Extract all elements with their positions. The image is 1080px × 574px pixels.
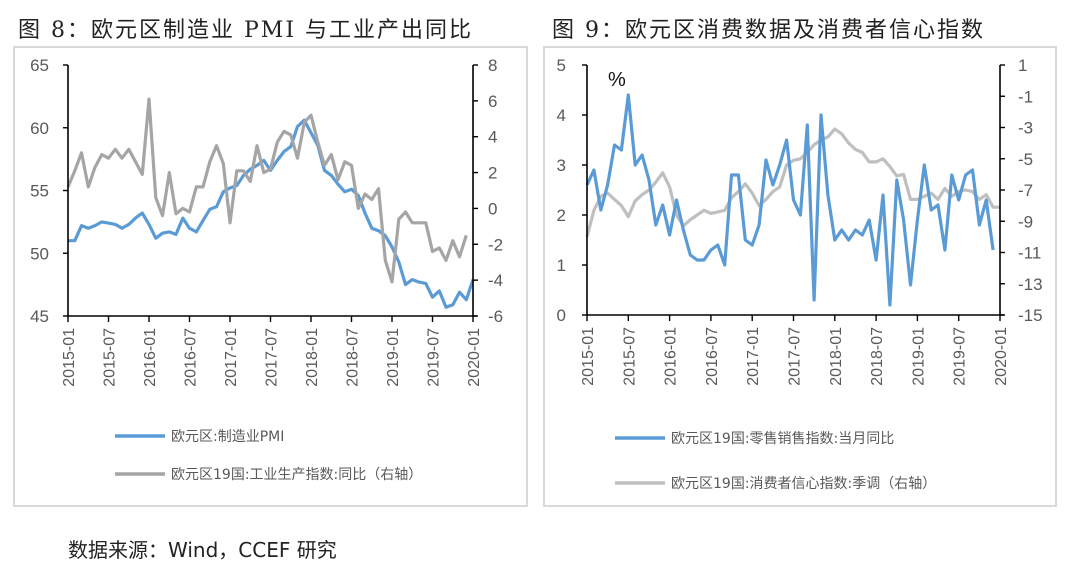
- unit-annotation: %: [608, 69, 626, 91]
- x-tick-label: 2017-07: [264, 328, 281, 387]
- x-tick-label: 2018-07: [869, 327, 886, 386]
- x-tick-label: 2019-01: [910, 327, 927, 386]
- right-y-tick-label: -7: [1018, 181, 1033, 200]
- x-tick-label: 2015-01: [61, 328, 78, 387]
- x-tick-label: 2018-07: [345, 328, 362, 387]
- x-tick-label: 2017-01: [223, 328, 240, 387]
- chart-fig8: 45 50 55 60 65 -6 -4 -2 0 2 4 6 8 2015-01 2015-07 2016-…: [30, 56, 503, 483]
- figure-8-title: 图 8：欧元区制造业 PMI 与工业产出同比: [18, 18, 473, 43]
- right-y-tick-label: -3: [1018, 119, 1033, 138]
- figure-8-chart-panel: [13, 46, 528, 507]
- right-y-tick-label: -11: [1018, 244, 1041, 263]
- x-tick-label: 2019-07: [426, 328, 443, 387]
- left-y-tick-label: 50: [30, 244, 49, 263]
- right-y-tick-label: -5: [1018, 150, 1033, 169]
- x-tick-label: 2016-07: [183, 328, 200, 387]
- left-y-tick-label: 0: [557, 306, 566, 325]
- legend-label: 欧元区19国:零售销售指数:当月同比: [671, 431, 894, 447]
- x-tick-label: 2015-07: [621, 327, 638, 386]
- x-tick-label: 2020-01: [993, 327, 1010, 386]
- right-y-tick-label: 6: [488, 92, 497, 111]
- right-y-tick-label: -1: [1018, 87, 1033, 106]
- left-y-tick-label: 65: [30, 56, 49, 75]
- x-tick-label: 2019-07: [952, 327, 969, 386]
- x-tick-label: 2018-01: [828, 327, 845, 386]
- x-tick-label: 2020-01: [466, 328, 483, 387]
- left-y-tick-label: 5: [557, 56, 566, 75]
- right-y-tick-label: -15: [1018, 306, 1043, 325]
- left-y-tick-label: 3: [557, 156, 566, 175]
- x-tick-label: 2016-07: [704, 327, 721, 386]
- legend-label: 欧元区19国:工业生产指数:同比（右轴）: [171, 467, 422, 483]
- x-tick-label: 2015-07: [102, 328, 119, 387]
- x-tick-label: 2018-01: [304, 328, 321, 387]
- right-y-tick-label: -9: [1018, 212, 1033, 231]
- right-y-tick-label: -6: [488, 307, 503, 326]
- series-line-right-fig8: [66, 97, 468, 284]
- left-y-tick-label: 55: [30, 182, 49, 201]
- series-line-right-fig9: [585, 127, 1000, 238]
- x-tick-label: 2017-07: [787, 327, 804, 386]
- figure-9-title: 图 9：欧元区消费数据及消费者信心指数: [552, 18, 985, 43]
- left-y-tick-label: 1: [557, 256, 566, 275]
- right-y-tick-label: 0: [488, 199, 497, 218]
- right-y-tick-label: 1: [1018, 56, 1027, 75]
- left-y-tick-label: 45: [30, 307, 49, 326]
- x-tick-label: 2015-01: [580, 327, 597, 386]
- x-tick-label: 2016-01: [142, 328, 159, 387]
- figure-9-chart-panel: [543, 46, 1057, 507]
- right-y-tick-label: 2: [488, 164, 497, 183]
- left-y-tick-label: 2: [557, 206, 566, 225]
- series-line-left-fig9: [585, 93, 995, 307]
- legend-label: 欧元区:制造业PMI: [171, 429, 284, 445]
- data-source-note: 数据来源：Wind，CCEF 研究: [68, 538, 337, 562]
- left-y-tick-label: 60: [30, 119, 49, 138]
- x-tick-label: 2017-01: [745, 327, 762, 386]
- right-y-tick-label: -4: [488, 271, 503, 290]
- right-y-tick-label: 4: [488, 128, 497, 147]
- right-y-tick-label: -13: [1018, 275, 1043, 294]
- x-tick-label: 2016-01: [663, 327, 680, 386]
- right-y-tick-label: -2: [488, 235, 503, 254]
- right-y-tick-label: 8: [488, 56, 497, 75]
- legend-label: 欧元区19国:消费者信心指数:季调（右轴）: [671, 476, 936, 492]
- x-tick-label: 2019-01: [385, 328, 402, 387]
- left-y-tick-label: 4: [557, 106, 566, 125]
